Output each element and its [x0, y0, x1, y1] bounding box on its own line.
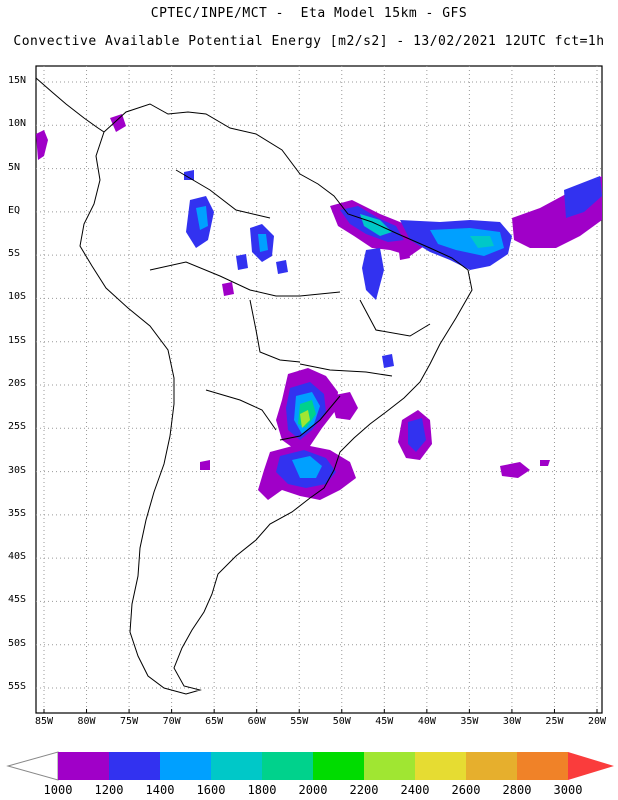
border-7	[359, 299, 431, 337]
lat-label: 30S	[8, 464, 27, 476]
colorbar-swatch	[466, 752, 517, 780]
lon-label: 75W	[120, 716, 139, 727]
chart-subtitle: Convective Available Potential Energy [m…	[13, 34, 605, 49]
colorbar-swatch	[415, 752, 466, 780]
colorbar-below-arrow	[6, 751, 59, 781]
cape-area-colombia	[36, 130, 48, 160]
lon-label: 35W	[460, 716, 479, 727]
lon-label: 20W	[587, 716, 607, 727]
graticule	[36, 66, 602, 713]
lon-label: 30W	[502, 716, 521, 727]
cape-area-misc-1	[200, 460, 210, 470]
colorbar-label: 1800	[247, 783, 277, 797]
border-3	[249, 299, 301, 363]
lon-label: 65W	[205, 716, 224, 727]
cape-area-sat-2	[500, 462, 530, 478]
cape-area-misc-2	[382, 354, 394, 368]
central-america	[35, 77, 105, 133]
colorbar-swatch	[517, 752, 568, 780]
cape-area-atlantic-eq-b	[430, 228, 504, 256]
cape-area-amazon-3	[236, 254, 248, 270]
lat-label: 55S	[8, 681, 27, 692]
colorbar-label: 2200	[349, 783, 379, 797]
cape-area-panama	[110, 114, 126, 132]
colorbar-above-arrow	[568, 752, 614, 780]
border-1	[149, 261, 341, 297]
cape-area-ne-brazil-b	[398, 244, 410, 260]
lat-label: 5N	[8, 161, 21, 173]
lon-label: 70W	[162, 716, 181, 727]
colorbar-label: 2600	[451, 783, 481, 797]
south-america-coast	[79, 103, 473, 695]
lat-label: 10S	[8, 291, 27, 303]
colorbar-label: 2400	[400, 783, 430, 797]
colorbar-swatch	[262, 752, 313, 780]
lat-label: 15S	[8, 334, 27, 346]
lat-label: 10N	[8, 118, 27, 130]
cape-area-misc-3	[184, 170, 194, 180]
lat-label: EQ	[8, 204, 21, 216]
colorbar-label: 1400	[145, 783, 175, 797]
cape-area-rs-c	[292, 456, 322, 478]
cape-area-amazon-1b	[196, 206, 208, 230]
colorbar-swatch	[364, 752, 415, 780]
coastline	[35, 77, 473, 695]
colorbar-label: 1200	[94, 783, 124, 797]
colorbar-swatch	[58, 752, 109, 780]
lon-label: 25W	[545, 716, 564, 727]
cape-area-amazon-4	[222, 282, 234, 296]
cape-area-amapa-c	[360, 214, 392, 236]
border-6	[299, 363, 393, 377]
lat-label: 40S	[8, 551, 27, 563]
colorbar-label: 2800	[502, 783, 532, 797]
lat-label: 5S	[8, 248, 21, 260]
colorbar-swatch	[211, 752, 262, 780]
cape-area-ne-brazil	[362, 248, 384, 300]
border-5	[279, 395, 341, 441]
border-2	[175, 169, 271, 219]
cape-area-atlantic-eq-c	[470, 236, 494, 248]
lat-label: 50S	[8, 637, 27, 649]
lat-label: 25S	[8, 421, 27, 433]
lon-label: 80W	[77, 716, 96, 727]
cape-area-sat-3	[540, 460, 550, 466]
lat-label: 35S	[8, 507, 27, 519]
colorbar-swatch	[160, 752, 211, 780]
colorbar-swatch	[313, 752, 364, 780]
cape-area-paraguay-e	[300, 410, 310, 428]
border-4	[205, 389, 277, 431]
lat-label: 15N	[8, 75, 27, 86]
lon-label: 60W	[247, 716, 266, 727]
cape-shading	[36, 114, 602, 500]
colorbar-swatch	[109, 752, 160, 780]
cape-area-sat-b	[408, 418, 426, 452]
colorbar-label: 2000	[298, 783, 328, 797]
lat-label: 20S	[8, 378, 27, 389]
cape-area-amazon-5	[276, 260, 288, 274]
lat-label: 45S	[8, 594, 27, 606]
lon-label: 40W	[417, 716, 436, 727]
colorbar-label: 1000	[43, 783, 73, 797]
chart-title: CPTEC/INPE/MCT - Eta Model 15km - GFS	[150, 6, 468, 21]
cape-area-atlantic-east-b	[564, 176, 602, 218]
colorbar	[6, 751, 614, 781]
colorbar-label: 1600	[196, 783, 226, 797]
lon-label: 55W	[290, 716, 309, 727]
lon-label: 45W	[375, 716, 394, 727]
lon-label: 50W	[332, 716, 351, 727]
colorbar-label: 3000	[553, 783, 583, 797]
cape-area-amazon-2b	[258, 234, 268, 252]
lon-label: 85W	[34, 716, 54, 727]
